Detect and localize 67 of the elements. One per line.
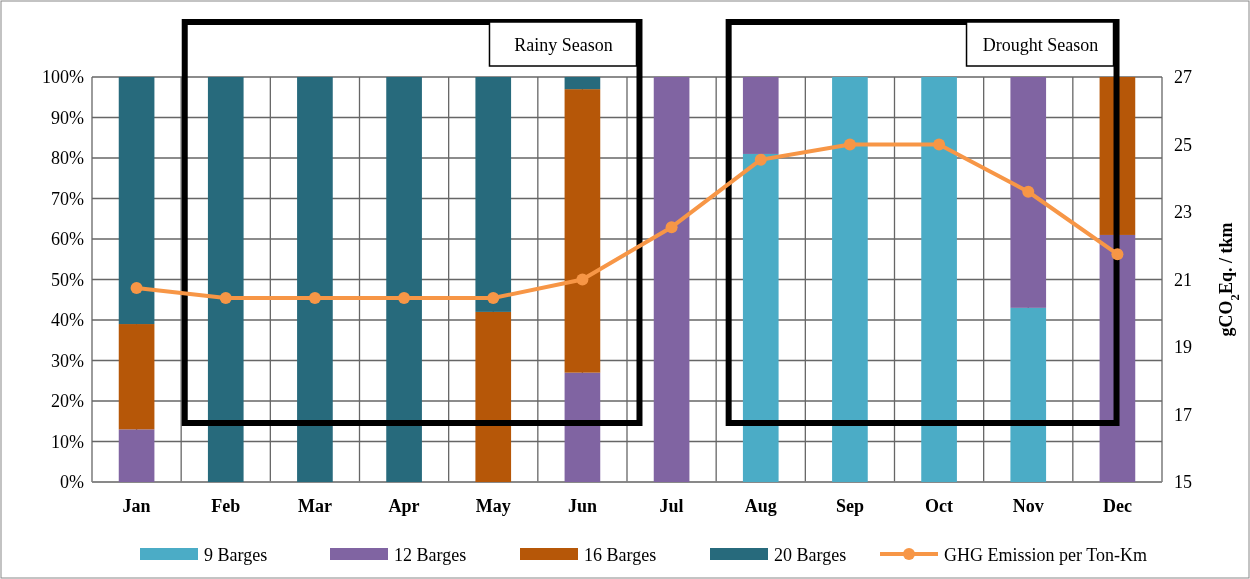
y-tick-label: 20% xyxy=(51,391,84,411)
legend-label: 9 Barges xyxy=(204,545,268,565)
x-tick-label: Aug xyxy=(744,496,777,516)
point xyxy=(308,292,321,305)
y-tick-label: 90% xyxy=(51,107,84,128)
y-tick-label: 0% xyxy=(60,472,84,492)
bar xyxy=(118,429,155,482)
y2-tick-label: 25 xyxy=(1174,134,1192,155)
bar xyxy=(1010,77,1047,308)
point xyxy=(754,153,767,166)
point xyxy=(1111,248,1124,261)
bar xyxy=(118,324,155,430)
y2-tick-label: 15 xyxy=(1174,472,1192,492)
point xyxy=(219,292,232,305)
bar xyxy=(118,77,155,325)
point xyxy=(487,292,500,305)
point xyxy=(576,273,589,286)
bar xyxy=(475,77,512,312)
bar xyxy=(564,89,601,373)
bar xyxy=(564,372,601,482)
point xyxy=(843,138,856,151)
bar xyxy=(742,153,779,482)
x-tick-label: Jul xyxy=(659,496,684,516)
x-tick-label: Nov xyxy=(1012,496,1044,516)
bar xyxy=(564,77,601,90)
y-tick-label: 10% xyxy=(51,431,84,452)
x-tick-label: May xyxy=(475,496,511,516)
y2-tick-label: 23 xyxy=(1174,202,1192,222)
bar xyxy=(742,77,779,154)
point xyxy=(130,281,143,294)
y-tick-label: 40% xyxy=(51,310,84,330)
y2-tick-label: 27 xyxy=(1174,67,1192,87)
x-tick-label: Jun xyxy=(567,496,597,516)
y2-tick-label: 19 xyxy=(1174,337,1192,357)
y-tick-label: 70% xyxy=(51,188,84,209)
y-tick-label: 60% xyxy=(51,229,84,249)
x-tick-label: Sep xyxy=(835,496,864,516)
x-tick-label: Apr xyxy=(388,496,420,516)
y-tick-label: 100% xyxy=(42,67,84,87)
legend-label: 16 Barges xyxy=(584,545,657,565)
text: Rainy Season xyxy=(514,35,613,55)
legend-label: 20 Barges xyxy=(774,545,847,565)
y-tick-label: 50% xyxy=(51,269,84,290)
x-tick-label: Feb xyxy=(211,496,241,516)
bar xyxy=(297,77,333,482)
bar xyxy=(207,77,244,482)
y-tick-label: 80% xyxy=(51,148,84,168)
legend-label: GHG Emission per Ton-Km xyxy=(944,545,1147,565)
text: Drought Season xyxy=(982,35,1099,55)
legend-label: 12 Barges xyxy=(394,545,467,565)
bar xyxy=(832,77,868,482)
x-tick-label: Dec xyxy=(1102,496,1132,516)
x-tick-label: Oct xyxy=(925,496,954,516)
bar xyxy=(653,77,690,482)
y2-tick-label: 17 xyxy=(1174,404,1192,425)
x-tick-label: Jan xyxy=(122,496,151,516)
bar xyxy=(1010,307,1047,482)
y-tick-label: 30% xyxy=(51,350,84,371)
bar xyxy=(475,311,512,482)
point xyxy=(1022,185,1035,198)
point xyxy=(665,221,678,234)
bar xyxy=(921,77,957,482)
bar xyxy=(386,77,422,482)
point xyxy=(933,138,946,151)
point xyxy=(398,292,411,305)
x-tick-label: Mar xyxy=(297,496,332,516)
y2-tick-label: 21 xyxy=(1174,269,1192,290)
